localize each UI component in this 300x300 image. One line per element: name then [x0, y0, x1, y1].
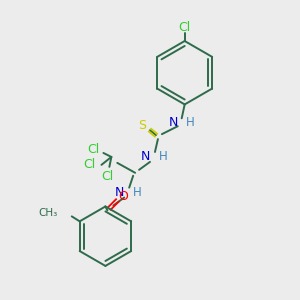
Text: H: H	[159, 150, 168, 164]
Text: Cl: Cl	[87, 142, 100, 155]
Text: H: H	[186, 116, 194, 129]
Text: H: H	[133, 186, 142, 199]
Text: CH₃: CH₃	[39, 208, 58, 218]
Text: N: N	[141, 150, 150, 164]
Text: N: N	[168, 116, 178, 129]
Text: N: N	[115, 186, 124, 199]
Text: S: S	[138, 119, 146, 132]
Text: O: O	[118, 190, 128, 203]
Text: Cl: Cl	[83, 158, 96, 171]
Text: Cl: Cl	[178, 21, 191, 34]
Text: Cl: Cl	[101, 170, 113, 183]
